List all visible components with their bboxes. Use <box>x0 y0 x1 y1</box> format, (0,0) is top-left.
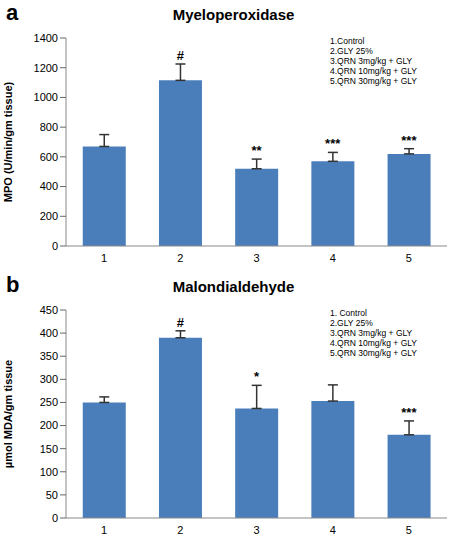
svg-text:5: 5 <box>406 252 412 264</box>
svg-text:**: ** <box>251 143 262 158</box>
svg-text:5: 5 <box>406 524 412 536</box>
svg-text:150: 150 <box>40 443 58 455</box>
svg-text:600: 600 <box>40 151 58 163</box>
html-text:b: b <box>6 272 20 297</box>
html-text:4.QRN 10mg/kg + GLY: 4.QRN 10mg/kg + GLY <box>330 338 417 348</box>
svg-text:***: *** <box>325 136 341 151</box>
svg-text:µmol MDA/gm tissue: µmol MDA/gm tissue <box>8 360 14 468</box>
svg-text:1200: 1200 <box>34 62 58 74</box>
html-text:Myeloperoxidase: Myeloperoxidase <box>172 6 295 23</box>
svg-text:2: 2 <box>177 252 183 264</box>
svg-text:250: 250 <box>40 396 58 408</box>
html-text:2.GLY 25%: 2.GLY 25% <box>330 318 373 328</box>
svg-text:400: 400 <box>40 327 58 339</box>
svg-text:2: 2 <box>177 524 183 536</box>
svg-text:400: 400 <box>40 180 58 192</box>
svg-text:4: 4 <box>330 252 336 264</box>
svg-text:1: 1 <box>101 524 107 536</box>
html-text:5.QRN 30mg/kg + GLY: 5.QRN 30mg/kg + GLY <box>330 76 417 86</box>
html-text:3.QRN 3mg/kg + GLY: 3.QRN 3mg/kg + GLY <box>330 328 413 338</box>
html-text:3.QRN 3mg/kg + GLY: 3.QRN 3mg/kg + GLY <box>330 56 413 66</box>
svg-text:50: 50 <box>46 489 58 501</box>
svg-text:4: 4 <box>330 524 336 536</box>
html-text:1. Control: 1. Control <box>330 308 367 318</box>
svg-text:300: 300 <box>40 373 58 385</box>
svg-text:1400: 1400 <box>34 32 58 44</box>
html-text:a: a <box>6 0 19 25</box>
svg-text:MPO (U/min/gm tissue): MPO (U/min/gm tissue) <box>8 81 14 202</box>
svg-text:1: 1 <box>101 252 107 264</box>
svg-text:***: *** <box>401 133 417 148</box>
svg-text:#: # <box>177 315 185 330</box>
html-text:4.QRN 10mg/kg + GLY: 4.QRN 10mg/kg + GLY <box>330 66 417 76</box>
svg-text:*: * <box>254 369 260 384</box>
html-text:5.QRN 30mg/kg + GLY: 5.QRN 30mg/kg + GLY <box>330 348 417 358</box>
svg-text:1000: 1000 <box>34 91 58 103</box>
html-text:2.GLY 25%: 2.GLY 25% <box>330 46 373 56</box>
html-text:1.Control: 1.Control <box>330 36 365 46</box>
svg-text:#: # <box>177 48 185 63</box>
svg-text:350: 350 <box>40 350 58 362</box>
html-text:Malondialdehyde: Malondialdehyde <box>172 278 295 295</box>
svg-text:0: 0 <box>52 240 58 252</box>
svg-text:200: 200 <box>40 210 58 222</box>
svg-text:800: 800 <box>40 121 58 133</box>
svg-text:3: 3 <box>253 524 259 536</box>
svg-text:450: 450 <box>40 304 58 316</box>
svg-text:100: 100 <box>40 466 58 478</box>
svg-text:***: *** <box>401 405 417 420</box>
svg-text:3: 3 <box>253 252 259 264</box>
svg-text:0: 0 <box>52 512 58 524</box>
svg-text:200: 200 <box>40 419 58 431</box>
